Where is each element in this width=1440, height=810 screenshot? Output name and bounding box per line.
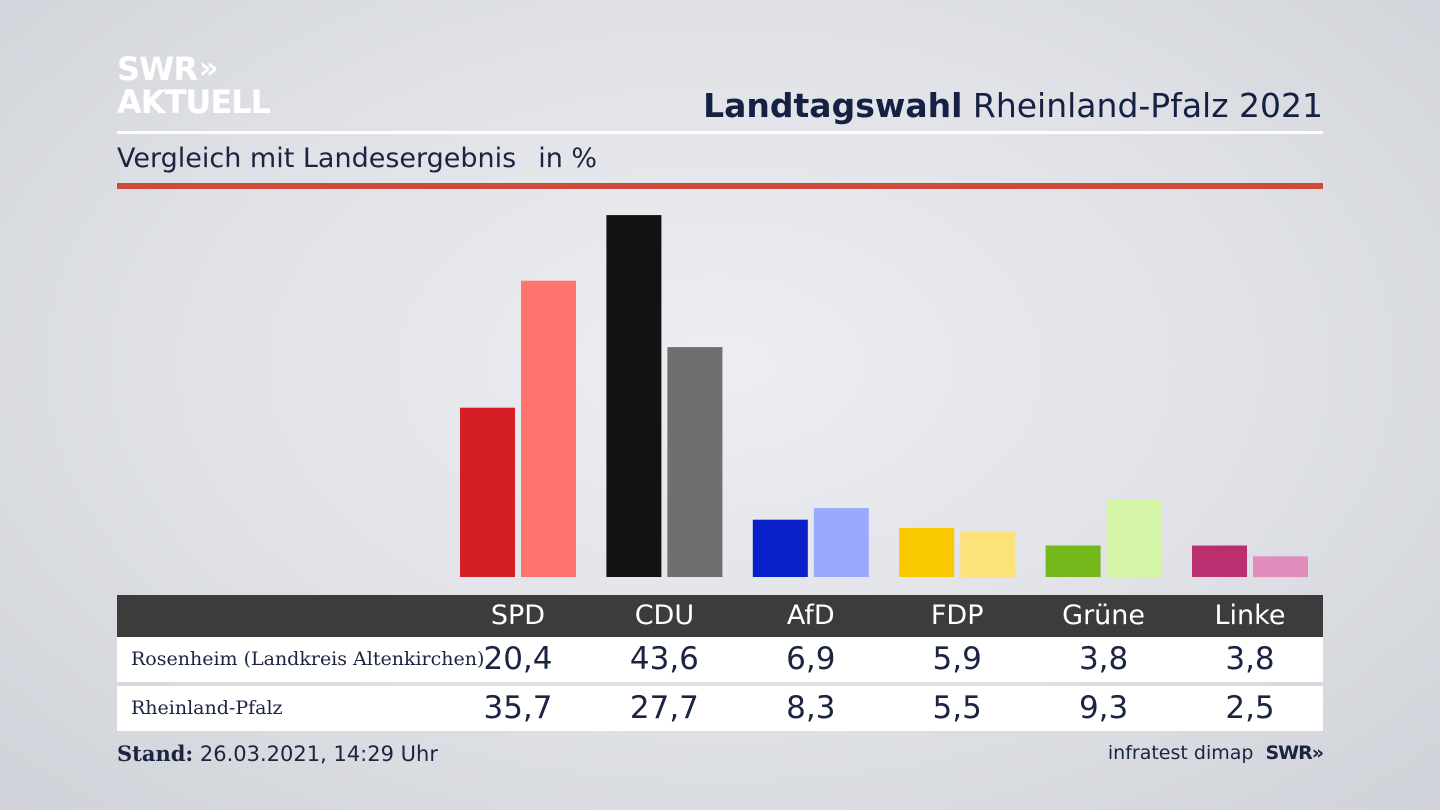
chart-subtitle: Vergleich mit Landesergebnis in % <box>117 143 597 174</box>
value-cell: 3,8 <box>1225 641 1275 677</box>
value-cell: 9,3 <box>1078 690 1129 726</box>
bar-spd-series-2 <box>521 280 576 577</box>
source-chevron-icon: » <box>1311 742 1324 764</box>
value-cell: 5,5 <box>932 690 982 726</box>
row-label: Rheinland-Pfalz <box>131 697 283 719</box>
bar-cdu-series-2 <box>667 347 723 577</box>
value-cell: 2,5 <box>1225 690 1275 726</box>
bar-cdu-series-1 <box>606 215 662 577</box>
value-cell: 20,4 <box>483 641 553 677</box>
logo-swr-text: SWR <box>117 50 198 88</box>
bar-linke-series-2 <box>1253 556 1308 578</box>
bar-grne-series-2 <box>1106 499 1162 577</box>
logo-aktuell-text: AKTUELL <box>117 83 271 121</box>
bar-spd-series-1 <box>460 407 515 577</box>
value-cell: 8,3 <box>786 690 836 726</box>
accent-rule <box>117 183 1323 189</box>
column-header: Grüne <box>1062 600 1146 631</box>
title-rest: Rheinland-Pfalz 2021 <box>972 86 1323 125</box>
value-cell: 27,7 <box>629 690 699 726</box>
stand-value: 26.03.2021, 14:29 Uhr <box>199 742 438 766</box>
table-row: Rosenheim (Landkreis Altenkirchen) 20,4 4… <box>117 637 1323 682</box>
title-bold: Landtagswahl <box>703 86 963 125</box>
bar-grne-series-1 <box>1045 545 1101 577</box>
value-cell: 43,6 <box>629 641 699 677</box>
source-brand: SWR» <box>1265 742 1324 764</box>
stand-label: Stand: <box>117 741 194 766</box>
swr-aktuell-logo: SWR» AKTUELL <box>117 50 271 121</box>
column-header: AfD <box>786 600 835 631</box>
bar-afd-series-2 <box>813 508 869 577</box>
column-header: Linke <box>1214 600 1286 631</box>
timestamp: Stand: 26.03.2021, 14:29 Uhr <box>117 741 438 766</box>
bar-fdp-series-2 <box>960 531 1016 578</box>
column-header: FDP <box>930 600 984 631</box>
column-header: SPD <box>490 600 546 631</box>
subtitle-text: Vergleich mit Landesergebnis <box>117 143 517 174</box>
bar-fdp-series-1 <box>899 528 955 577</box>
source-text: infratest dimap <box>1107 742 1254 764</box>
source-credit: infratest dimap SWR» <box>1107 742 1324 764</box>
row-label: Rosenheim (Landkreis Altenkirchen) <box>131 648 485 670</box>
bar-chart <box>460 215 1308 578</box>
value-cell: 5,9 <box>932 641 982 677</box>
table-header: SPD CDU AfD FDP Grüne Linke <box>117 595 1323 637</box>
results-table: SPD CDU AfD FDP Grüne Linke Rosenheim (Landkr… <box>117 595 1323 731</box>
column-header: CDU <box>634 600 695 631</box>
value-cell: 3,8 <box>1078 641 1129 677</box>
value-cell: 6,9 <box>786 641 836 677</box>
bar-afd-series-1 <box>752 519 808 577</box>
title-divider <box>117 131 1323 134</box>
table-row: Rheinland-Pfalz 35,7 27,7 8,3 5,5 9,3 2,5 <box>117 686 1323 731</box>
source-brand-text: SWR <box>1265 742 1312 764</box>
subtitle-unit: in % <box>538 143 598 174</box>
page-title: Landtagswahl Rheinland-Pfalz 2021 <box>703 86 1323 125</box>
value-cell: 35,7 <box>483 690 553 726</box>
bar-linke-series-1 <box>1192 545 1247 577</box>
